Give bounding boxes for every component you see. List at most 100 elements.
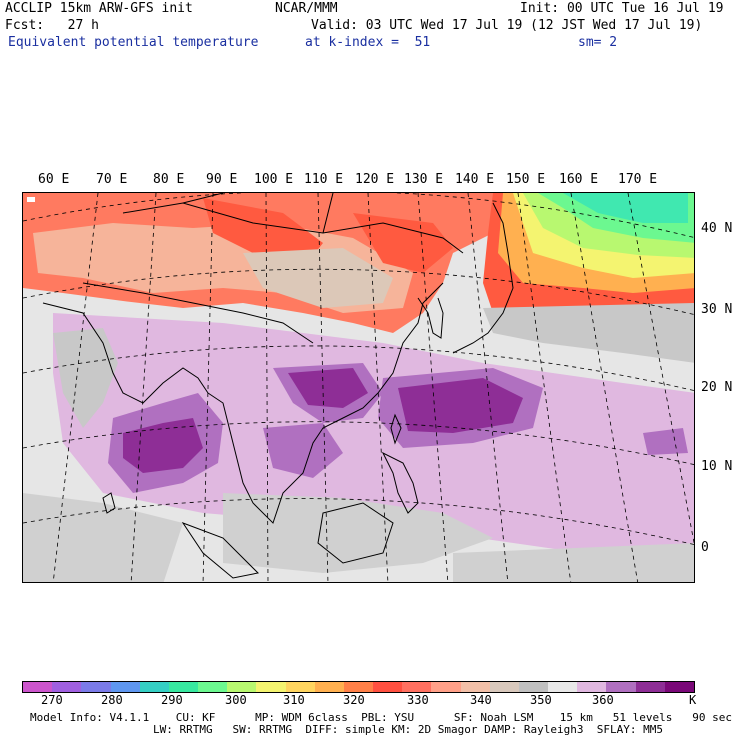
colorbar-segment-20 — [606, 682, 636, 692]
colorbar-label-310: 310 — [283, 693, 305, 707]
colorbar-segment-13 — [402, 682, 432, 692]
lon-label-90e: 90 E — [206, 172, 238, 187]
map-panel — [22, 192, 695, 583]
lon-line-120e — [367, 193, 389, 582]
colorbar-segment-19 — [577, 682, 607, 692]
colorbar-segment-10 — [314, 682, 344, 692]
lon-line-160e — [570, 193, 639, 582]
coast-india — [42, 302, 209, 404]
field-grey-sw — [23, 493, 183, 582]
lon-line-100e — [265, 193, 269, 582]
colorbar-segment-8 — [256, 682, 286, 692]
lat-line-40n — [23, 193, 694, 238]
coast-japan — [452, 202, 514, 354]
colorbar-segment-5 — [168, 682, 199, 692]
lat-line-10n — [23, 421, 694, 465]
colorbar-segment-12 — [373, 682, 403, 692]
colorbar-segment-7 — [227, 682, 257, 692]
field-band-red-patch2 — [353, 213, 453, 273]
colorbar-label-300: 300 — [225, 693, 247, 707]
lon-label-160e: 160 E — [559, 172, 599, 187]
field-deep-purple-indochina — [288, 368, 368, 408]
field-band-tan — [243, 248, 393, 308]
colorbar-label-330: 330 — [407, 693, 429, 707]
lon-label-170e: 170 E — [618, 172, 658, 187]
colorbar-label-280: 280 — [101, 693, 123, 707]
colorbar-segment-14 — [431, 682, 461, 692]
level-label: at k-index = 51 — [305, 35, 431, 50]
model-info-line1: Model Info: V4.1.1 CU: KF MP: WDM 6class… — [30, 711, 732, 724]
field-tropics-lilac — [53, 313, 694, 553]
lat-label-20n: 20 N — [701, 380, 733, 395]
lon-label-80e: 80 E — [153, 172, 185, 187]
colorbar-label-270: 270 — [41, 693, 63, 707]
colorbar-segment-17 — [518, 682, 549, 692]
lat-label-40n: 40 N — [701, 221, 733, 236]
colorbar-segment-2 — [81, 682, 111, 692]
lat-label-30n: 30 N — [701, 302, 733, 317]
lon-line-70e — [52, 193, 99, 582]
colorbar-segment-18 — [548, 682, 578, 692]
border-himalaya — [82, 282, 314, 344]
colorbar-unit: K — [689, 693, 697, 707]
lon-line-110e — [317, 193, 329, 582]
lon-label-140e: 140 E — [455, 172, 495, 187]
lat-line-0 — [23, 498, 694, 545]
coast-korea — [417, 297, 444, 339]
colorbar-segment-9 — [285, 682, 315, 692]
colorbar-segment-16 — [489, 682, 519, 692]
lon-line-140e — [467, 193, 509, 582]
lon-line-90e — [202, 193, 214, 582]
colorbar-segment-0 — [23, 682, 53, 692]
map-corner-mark — [27, 197, 35, 202]
coast-philippines — [381, 451, 419, 514]
colorbar-label-320: 320 — [343, 693, 365, 707]
colorbar-segment-6 — [198, 682, 228, 692]
lon-label-130e: 130 E — [404, 172, 444, 187]
lon-label-60e: 60 E — [38, 172, 70, 187]
coast-sri-lanka — [102, 492, 116, 514]
field-deep-purple-bay — [123, 418, 203, 473]
field-grey-se — [453, 543, 694, 582]
field-name: Equivalent potential temperature — [8, 35, 259, 50]
model-info-line2: LW: RRTMG SW: RRTMG DIFF: simple KM: 2D … — [153, 723, 663, 736]
lon-label-100e: 100 E — [254, 172, 294, 187]
colorbar — [22, 681, 695, 693]
lon-line-170e — [627, 193, 694, 545]
theta-e-field — [23, 193, 694, 582]
coastlines — [42, 193, 514, 579]
colorbar-segment-22 — [664, 682, 694, 692]
lon-label-150e: 150 E — [506, 172, 546, 187]
colorbar-label-340: 340 — [470, 693, 492, 707]
lon-label-120e: 120 E — [355, 172, 395, 187]
colorbar-label-290: 290 — [161, 693, 183, 707]
lon-line-150e — [517, 193, 572, 582]
init-time: Init: 00 UTC Tue 16 Jul 19 — [520, 1, 724, 16]
field-purple-east — [643, 428, 688, 455]
field-pacific-cyan — [563, 193, 688, 223]
colorbar-segment-4 — [139, 682, 169, 692]
coast-sumatra — [181, 521, 260, 579]
lat-line-30n — [23, 268, 694, 315]
field-grey-india — [53, 328, 118, 428]
coast-china — [377, 282, 444, 394]
lon-line-130e — [417, 193, 449, 582]
org-label: NCAR/MMM — [275, 1, 338, 16]
lat-label-10n: 10 N — [701, 459, 733, 474]
colorbar-segment-21 — [635, 682, 665, 692]
model-title: ACCLIP 15km ARW-GFS init — [5, 1, 193, 16]
colorbar-segment-15 — [460, 682, 490, 692]
colorbar-label-360: 360 — [592, 693, 614, 707]
border-mongolia — [182, 193, 334, 234]
colorbar-segment-11 — [343, 682, 374, 692]
colorbar-segment-1 — [52, 682, 82, 692]
lat-line-20n — [23, 345, 694, 391]
colorbar-label-350: 350 — [530, 693, 552, 707]
lon-label-110e: 110 E — [304, 172, 344, 187]
smoothing-label: sm= 2 — [578, 35, 618, 50]
colorbar-segment-3 — [110, 682, 140, 692]
field-pacific-grey — [483, 303, 694, 363]
field-deep-purple-philsea — [398, 378, 523, 433]
coast-indochina — [207, 392, 379, 524]
coast-taiwan — [390, 413, 402, 445]
